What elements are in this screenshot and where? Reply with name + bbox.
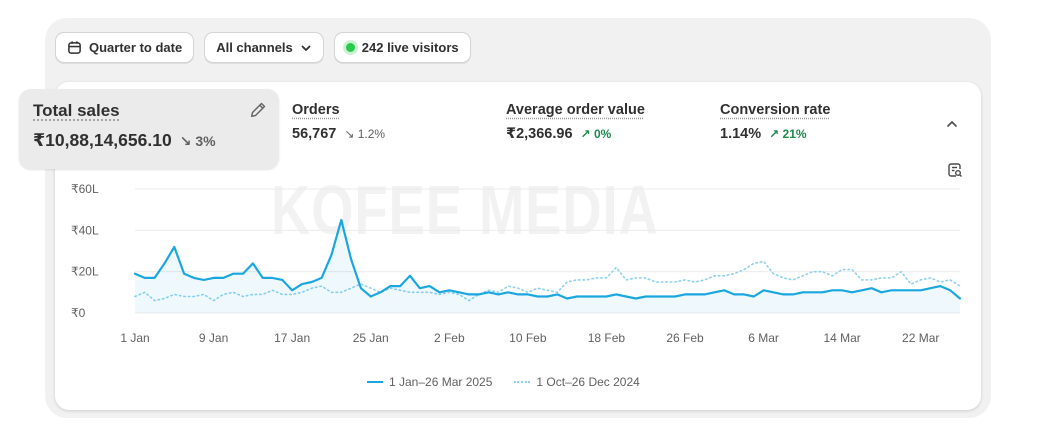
total-sales-value: ₹10,88,14,656.10 bbox=[33, 130, 172, 150]
live-visitors-label: 242 live visitors bbox=[361, 40, 459, 55]
total-sales-change: ↘ 3% bbox=[179, 133, 216, 149]
legend-current-label: 1 Jan–26 Mar 2025 bbox=[389, 375, 493, 389]
conversion-value: 1.14% bbox=[720, 126, 762, 142]
x-tick-label: 1 Jan bbox=[120, 331, 149, 345]
series-line-previous bbox=[134, 260, 961, 302]
y-tick-label: ₹60L bbox=[71, 182, 99, 196]
x-tick-label: 2 Feb bbox=[434, 331, 465, 345]
orders-title: Orders bbox=[292, 102, 340, 118]
date-range-label: Quarter to date bbox=[89, 40, 183, 55]
total-sales-change-value: 3% bbox=[195, 133, 216, 149]
x-tick-label: 22 Mar bbox=[902, 331, 939, 345]
metric-orders[interactable]: Orders 56,767 ↘ 1.2% bbox=[292, 102, 385, 142]
aov-value: ₹2,366.96 bbox=[506, 126, 573, 142]
chart-legend: 1 Jan–26 Mar 2025 1 Oct–26 Dec 2024 bbox=[367, 375, 640, 389]
x-tick-label: 9 Jan bbox=[199, 331, 228, 345]
metric-average-order-value[interactable]: Average order value ₹2,366.96 ↗ 0% bbox=[506, 102, 645, 142]
conversion-change-value: 21% bbox=[782, 127, 807, 141]
x-tick-label: 26 Feb bbox=[666, 331, 704, 345]
y-tick-label: ₹20L bbox=[71, 265, 99, 279]
channels-label: All channels bbox=[216, 40, 293, 55]
x-tick-label: 25 Jan bbox=[353, 331, 389, 345]
legend-previous-label: 1 Oct–26 Dec 2024 bbox=[536, 375, 640, 389]
orders-change: ↘ 1.2% bbox=[344, 127, 386, 141]
aov-title: Average order value bbox=[506, 102, 645, 118]
calendar-icon bbox=[67, 40, 82, 55]
date-range-button[interactable]: Quarter to date bbox=[55, 32, 195, 63]
chevron-up-icon[interactable] bbox=[945, 117, 959, 136]
x-tick-label: 17 Jan bbox=[274, 331, 310, 345]
chevron-down-icon bbox=[300, 42, 312, 54]
live-visitors-button[interactable]: 242 live visitors bbox=[333, 32, 471, 63]
x-tick-label: 18 Feb bbox=[588, 331, 626, 345]
channels-dropdown[interactable]: All channels bbox=[204, 32, 324, 63]
metric-total-sales[interactable]: Total sales ₹10,88,14,656.10 ↘ 3% bbox=[19, 89, 279, 169]
legend-item-previous[interactable]: 1 Oct–26 Dec 2024 bbox=[514, 375, 640, 389]
pencil-icon[interactable] bbox=[249, 101, 267, 124]
report-search-icon[interactable] bbox=[947, 162, 963, 183]
metric-conversion-rate[interactable]: Conversion rate 1.14% ↗ 21% bbox=[720, 102, 830, 142]
total-sales-title: Total sales bbox=[33, 101, 120, 120]
y-tick-label: ₹40L bbox=[71, 223, 99, 237]
x-tick-label: 6 Mar bbox=[748, 331, 779, 345]
x-tick-label: 14 Mar bbox=[823, 331, 860, 345]
legend-item-current[interactable]: 1 Jan–26 Mar 2025 bbox=[367, 375, 492, 389]
toolbar: Quarter to date All channels 242 live vi… bbox=[55, 32, 471, 63]
legend-solid-line bbox=[367, 381, 383, 383]
aov-change: ↗ 0% bbox=[580, 127, 612, 141]
series-line-current bbox=[133, 218, 962, 300]
x-tick-label: 10 Feb bbox=[509, 331, 547, 345]
conversion-change: ↗ 21% bbox=[769, 127, 807, 141]
aov-change-value: 0% bbox=[593, 127, 612, 141]
orders-value: 56,767 bbox=[292, 126, 337, 142]
orders-change-value: 1.2% bbox=[357, 127, 386, 141]
live-status-dot bbox=[345, 43, 355, 52]
legend-dotted-line bbox=[514, 381, 531, 383]
series-area-current bbox=[135, 220, 960, 313]
y-tick-label: ₹0 bbox=[71, 306, 86, 320]
conversion-title: Conversion rate bbox=[720, 102, 831, 118]
